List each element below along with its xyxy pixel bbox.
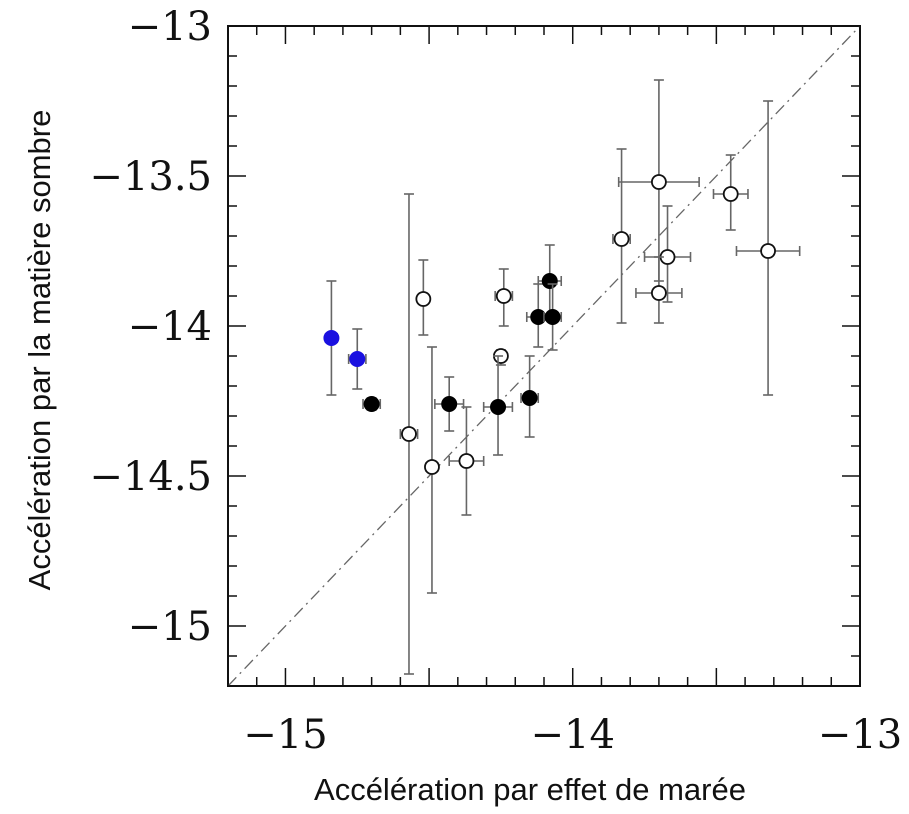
x-axis-label: Accélération par effet de marée [314,772,746,807]
data-point [349,351,366,367]
data-point [401,426,417,442]
plot-area [227,25,861,687]
x-tick-label: −13 [818,712,902,758]
data-point [363,396,380,412]
data-series-1 [399,79,801,675]
x-axis: −15 −14 −13 [227,26,902,758]
y-axis: −15 −14.5 −14 −13.5 −13 [89,4,860,687]
data-point [651,285,667,301]
y-tick-label: −14.5 [89,454,212,500]
data-point [424,459,440,475]
data-point [490,399,507,415]
x-tick-label: −15 [243,712,327,758]
data-point [760,243,776,259]
data-point [415,291,432,307]
data-point [613,231,630,247]
data-point [541,273,558,289]
data-point [722,186,739,202]
data-point [521,390,538,406]
identity-line [227,25,861,687]
data-series-2 [362,244,563,456]
y-tick-label: −15 [128,604,212,650]
data-point [458,453,475,469]
y-tick-label: −13.5 [89,154,212,200]
data-point [495,288,512,304]
y-tick-label: −13 [128,4,212,50]
data-point [323,330,340,346]
data-point [544,309,561,325]
data-point [441,396,458,412]
x-tick-label: −14 [531,712,615,758]
y-tick-label: −14 [128,304,212,350]
y-axis-label: Accélération par la matière sombre [22,110,57,591]
data-series-3 [323,280,367,396]
data-point [651,174,667,190]
